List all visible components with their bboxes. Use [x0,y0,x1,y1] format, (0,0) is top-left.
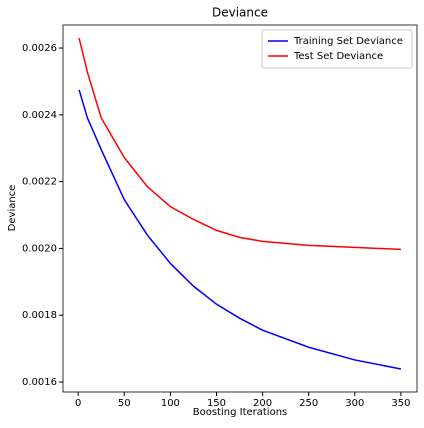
x-tick-label: 0 [75,398,81,409]
y-axis-label: Deviance [7,185,18,232]
x-tick-label: 250 [299,398,318,409]
chart-title: Deviance [212,6,268,20]
y-tick-label: 0.0026 [22,43,57,54]
legend-label: Test Set Deviance [293,51,383,62]
y-tick-label: 0.0016 [22,377,57,388]
x-tick-label: 100 [161,398,180,409]
y-tick-label: 0.0020 [22,243,57,254]
x-tick-label: 50 [118,398,131,409]
y-tick-label: 0.0024 [22,110,57,121]
legend-box [261,29,413,69]
plot-frame [62,24,418,393]
series-line [78,89,402,370]
x-tick-label: 200 [253,398,272,409]
x-tick-label: 350 [391,398,410,409]
x-tick-label: 300 [345,398,364,409]
y-tick-label: 0.0022 [22,177,57,188]
legend-label: Training Set Deviance [293,36,403,47]
series-line [78,37,401,251]
y-tick-label: 0.0018 [22,310,57,321]
x-tick-label: 150 [207,398,226,409]
x-axis-label: Boosting Iterations [193,407,288,418]
